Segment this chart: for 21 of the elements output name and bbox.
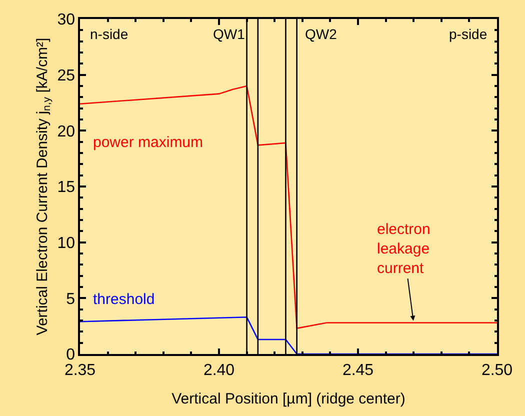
y-tick-label: 10 — [57, 234, 76, 252]
x-tick-label: 2.40 — [203, 362, 235, 379]
annotation: p-side — [449, 26, 488, 42]
x-tick-label: 2.50 — [481, 362, 513, 379]
annotation: QW1 — [213, 26, 246, 42]
line-series — [80, 85, 497, 329]
annotation: electron leakage current — [377, 221, 430, 277]
series-label: threshold — [93, 291, 155, 308]
y-tick-label: 25 — [57, 67, 76, 84]
y-tick-label: 30 — [57, 12, 76, 29]
x-tick-label: 2.45 — [342, 362, 374, 379]
y-tick-label: 5 — [66, 290, 76, 308]
annotation: n-side — [90, 26, 128, 42]
annotation: QW2 — [305, 26, 338, 42]
y-tick-label: 20 — [57, 123, 76, 140]
x-axis-title: Vertical Position [µm] (ridge center) — [172, 390, 406, 408]
y-tick-label: 0 — [66, 346, 76, 364]
y-tick-label: 15 — [57, 179, 76, 196]
line-series — [80, 316, 497, 354]
x-tick-label: 2.35 — [64, 362, 96, 379]
text: power maximum — [93, 134, 204, 151]
